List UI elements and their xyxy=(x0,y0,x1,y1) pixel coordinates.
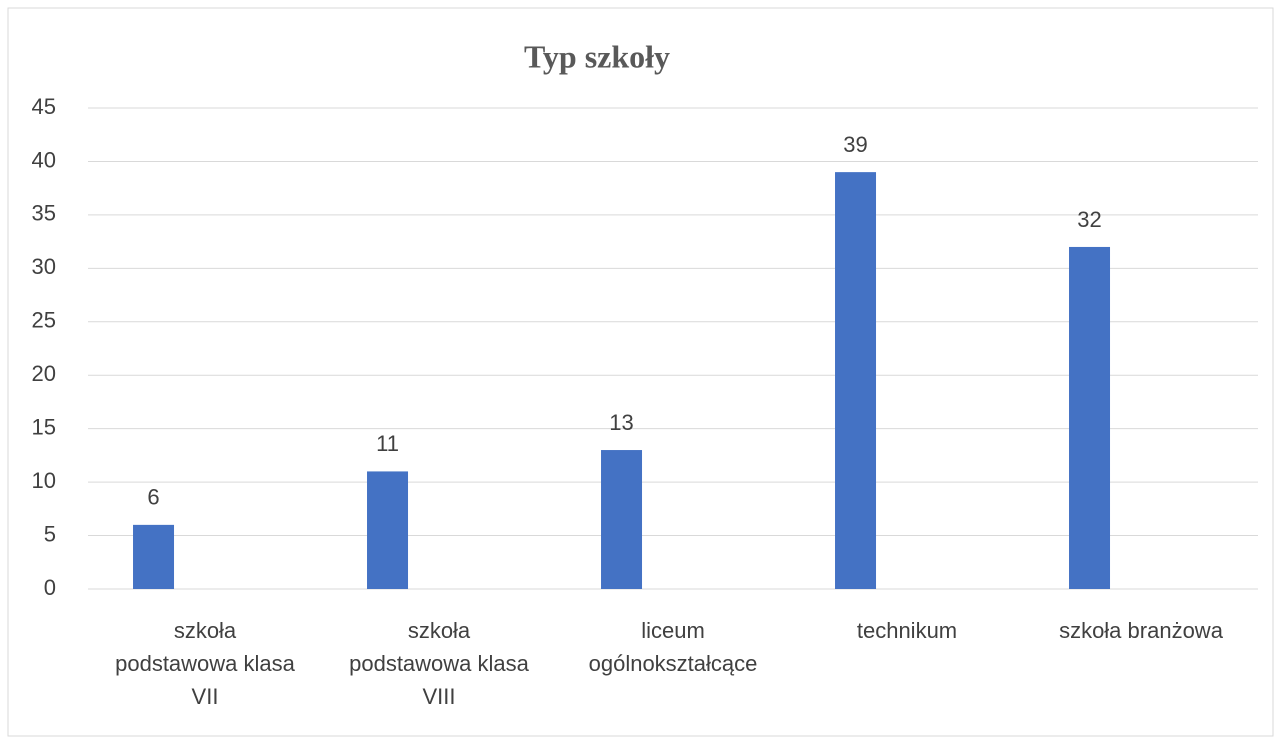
x-tick-label: technikum xyxy=(856,618,958,643)
y-tick-label: 15 xyxy=(32,414,56,439)
bar xyxy=(601,450,643,589)
y-tick-label: 5 xyxy=(44,521,56,546)
bar xyxy=(1069,246,1111,589)
bar xyxy=(835,172,877,589)
bar xyxy=(133,524,175,589)
bar xyxy=(367,471,409,589)
data-label: 32 xyxy=(1077,207,1101,232)
y-tick-label: 45 xyxy=(32,94,56,119)
y-tick-label: 35 xyxy=(32,201,56,226)
chart-title: Typ szkoły xyxy=(524,38,670,74)
data-label: 11 xyxy=(376,431,399,456)
data-label: 39 xyxy=(843,132,867,157)
y-tick-label: 25 xyxy=(32,308,56,333)
x-tick-label: szkoła podstawowa klasa VII xyxy=(115,618,295,709)
data-label: 13 xyxy=(609,410,633,435)
x-tick-label: szkoła podstawowa klasa VIII xyxy=(349,618,529,709)
y-tick-label: 10 xyxy=(32,468,56,493)
x-tick-label: szkoła branżowa xyxy=(1059,618,1223,643)
chart-border xyxy=(7,7,1274,737)
y-tick-label: 40 xyxy=(32,147,56,172)
x-tick-label: liceum ogólnokształcące xyxy=(588,618,758,676)
y-tick-label: 0 xyxy=(44,575,56,600)
y-tick-label: 30 xyxy=(32,254,56,279)
y-tick-label: 20 xyxy=(32,361,56,386)
data-label: 6 xyxy=(147,485,159,510)
